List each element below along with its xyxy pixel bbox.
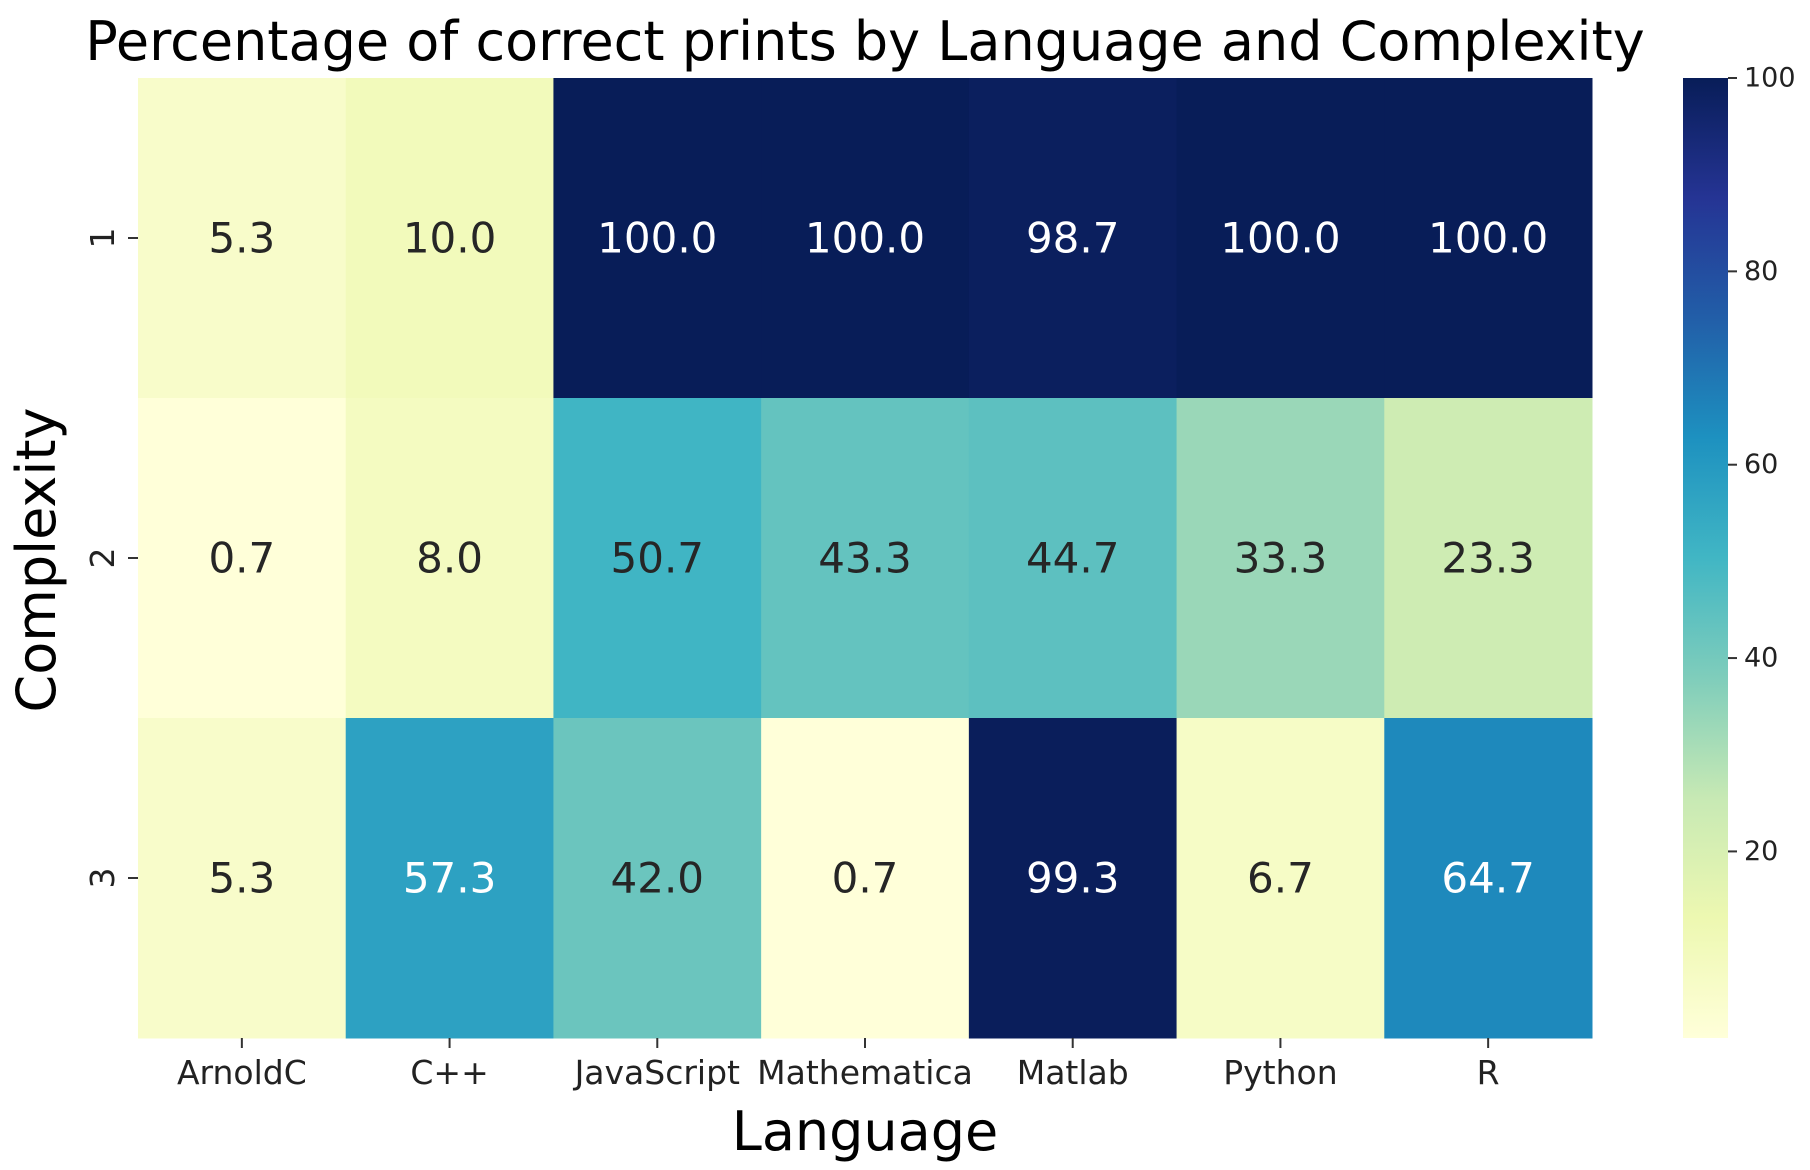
heatmap-cell [968,78,1178,399]
cell-value-label: 99.3 [1026,854,1120,903]
colorbar-tick-label: 60 [1744,449,1778,480]
cell-value-label: 6.7 [1247,854,1314,903]
cell-value-label: 23.3 [1441,534,1535,583]
colorbar-tick-label: 20 [1744,836,1778,867]
heatmap-cell [138,718,347,1039]
heatmap-cell [1384,398,1593,719]
colorbar-ticks: 20 40 60 80 100 [1728,63,1796,867]
y-tick-label: 2 [83,548,122,569]
cell-value-label: 100.0 [1428,214,1548,263]
x-tick-label: ArnoldC [177,1053,307,1092]
heatmap-cell [138,398,347,719]
heatmap-cell [968,718,1178,1039]
heatmap-cell [1176,78,1385,399]
cell-value-label: 10.0 [403,214,497,263]
heatmap-cell [553,78,762,399]
colorbar-tick-label: 80 [1744,256,1778,287]
cell-value-label: 5.3 [208,214,275,263]
y-tick-label: 1 [83,228,122,249]
x-tick-label: Python [1223,1053,1337,1092]
y-tick-label: 3 [83,868,122,889]
x-tick-label: Mathematica [757,1053,973,1092]
x-tick-label: R [1477,1053,1500,1092]
x-tick-label: JavaScript [573,1053,740,1092]
x-axis-ticks: ArnoldC C++ JavaScript Mathematica Matlab Pyt… [177,1038,1500,1092]
heatmap-cell [1384,78,1593,399]
x-axis-label: Language [732,1100,999,1163]
heatmap-cells: 5.3 10.0 100.0 100.0 98.7 100.0 100.0 0.7 8.0 50.… [138,78,1593,1039]
heatmap-cell [1176,718,1385,1039]
cell-value-label: 8.0 [416,534,483,583]
y-axis-ticks: 1 2 3 [83,228,138,889]
heatmap-cell [761,718,970,1039]
cell-value-label: 42.0 [611,854,705,903]
heatmap-cell [761,398,970,719]
heatmap-cell [553,718,762,1039]
cell-value-label: 0.7 [832,854,899,903]
cell-value-label: 100.0 [597,214,717,263]
cell-value-label: 100.0 [1220,214,1340,263]
colorbar-tick-label: 100 [1744,63,1796,94]
cell-value-label: 5.3 [208,854,275,903]
cell-value-label: 50.7 [611,534,705,583]
cell-value-label: 100.0 [805,214,925,263]
heatmap-cell [345,718,554,1039]
heatmap-cell [345,398,554,719]
cell-value-label: 43.3 [818,534,912,583]
heatmap-cell [553,398,762,719]
cell-value-label: 57.3 [403,854,497,903]
cell-value-label: 33.3 [1234,534,1328,583]
heatmap-cell [761,78,970,399]
heatmap-cell [345,78,554,399]
colorbar [1683,78,1728,1038]
x-tick-label: C++ [410,1053,488,1092]
colorbar-tick-label: 40 [1744,643,1778,674]
cell-value-label: 98.7 [1026,214,1120,263]
heatmap-cell [968,398,1178,719]
cell-value-label: 44.7 [1026,534,1120,583]
y-axis-label: Complexity [5,408,68,713]
x-tick-label: Matlab [1017,1053,1129,1092]
heatmap-cell [138,78,347,399]
heatmap-cell [1176,398,1385,719]
cell-value-label: 64.7 [1441,854,1535,903]
chart-title: Percentage of correct prints by Language… [85,10,1644,73]
cell-value-label: 0.7 [208,534,275,583]
heatmap-cell [1384,718,1593,1039]
